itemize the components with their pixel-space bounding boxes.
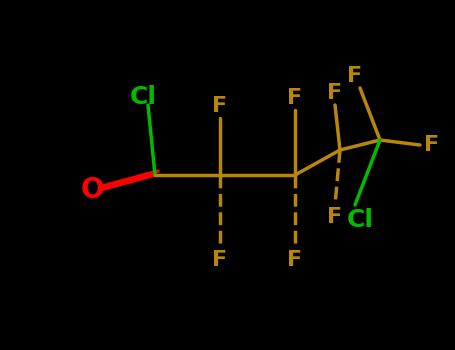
Text: F: F [288, 250, 303, 270]
Text: F: F [212, 96, 228, 116]
Text: F: F [212, 250, 228, 270]
Text: O: O [80, 176, 104, 204]
Text: F: F [425, 135, 440, 155]
Text: F: F [328, 207, 343, 227]
Text: F: F [348, 66, 363, 86]
Text: Cl: Cl [347, 208, 374, 232]
Text: F: F [288, 88, 303, 108]
Text: Cl: Cl [130, 85, 157, 109]
Text: F: F [328, 83, 343, 103]
